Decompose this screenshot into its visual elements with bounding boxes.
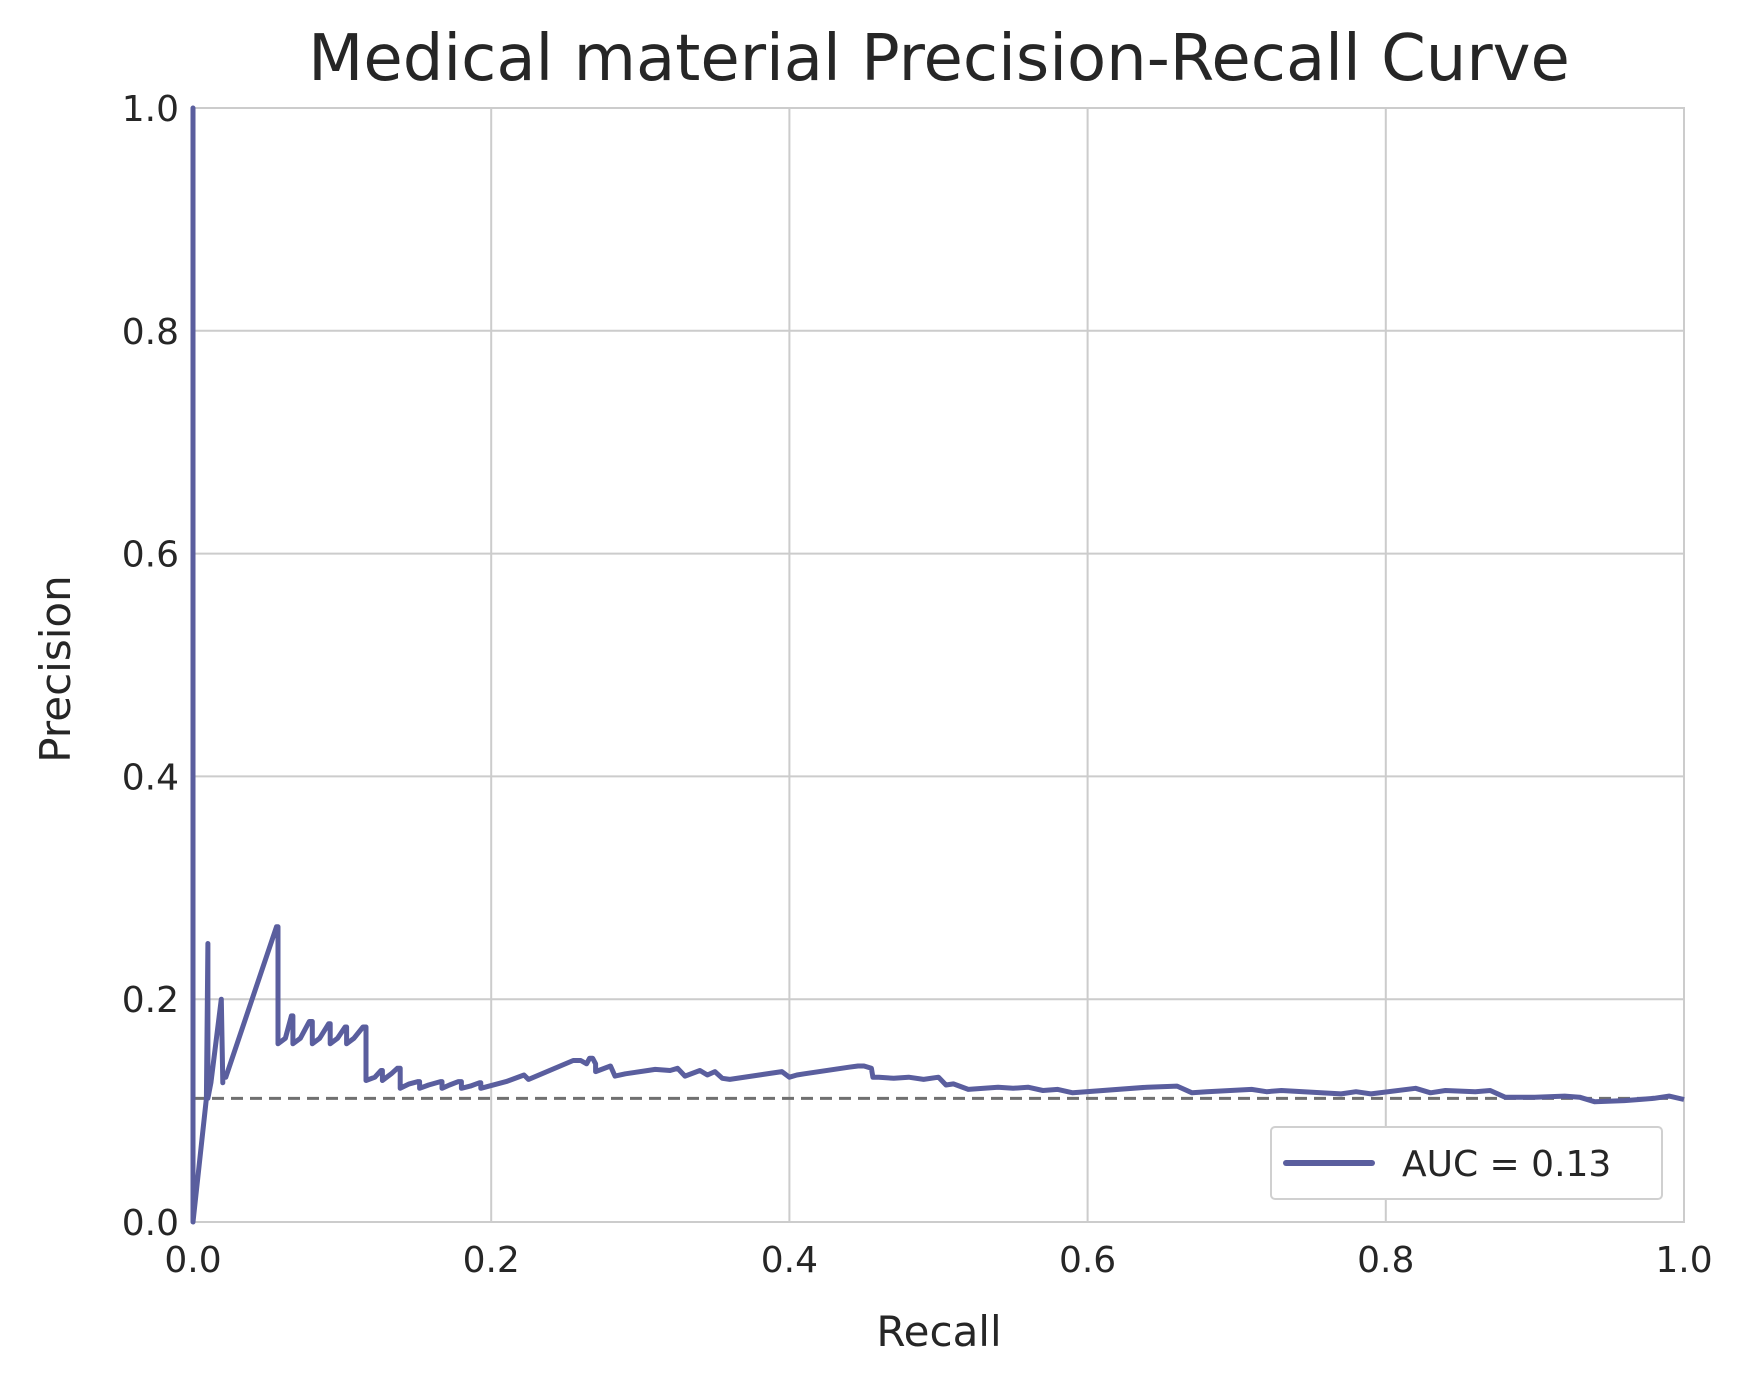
y-tick-label: 0.2: [122, 980, 179, 1021]
y-tick-label: 0.8: [122, 312, 179, 353]
x-tick-label: 0.0: [164, 1240, 221, 1281]
legend: AUC = 0.13: [1270, 1126, 1663, 1200]
legend-series-label: AUC = 0.13: [1402, 1144, 1611, 1185]
y-tick-label: 0.0: [122, 1203, 179, 1244]
y-tick-label: 0.6: [122, 535, 179, 576]
y-axis-label: Precision: [31, 575, 80, 762]
chart-title: Medical material Precision-Recall Curve: [308, 22, 1570, 96]
x-tick-label: 0.4: [761, 1240, 818, 1281]
x-axis-label: Recall: [876, 1307, 1001, 1356]
y-tick-label: 1.0: [122, 89, 179, 130]
pr-curve-series-line: [190, 105, 1685, 1225]
legend-box: [1270, 1126, 1663, 1200]
plot-background: [193, 108, 1684, 1222]
x-tick-label: 0.2: [463, 1240, 520, 1281]
x-tick-label: 1.0: [1655, 1240, 1712, 1281]
y-tick-label: 0.4: [122, 757, 179, 798]
x-tick-label: 0.6: [1059, 1240, 1116, 1281]
plot-area: 0.0 0.2 0.4 0.6 0.8 1.0 0.0 0.2 0.4 0.6 0.8 1.0: [122, 89, 1713, 1281]
x-tick-label: 0.8: [1357, 1240, 1414, 1281]
